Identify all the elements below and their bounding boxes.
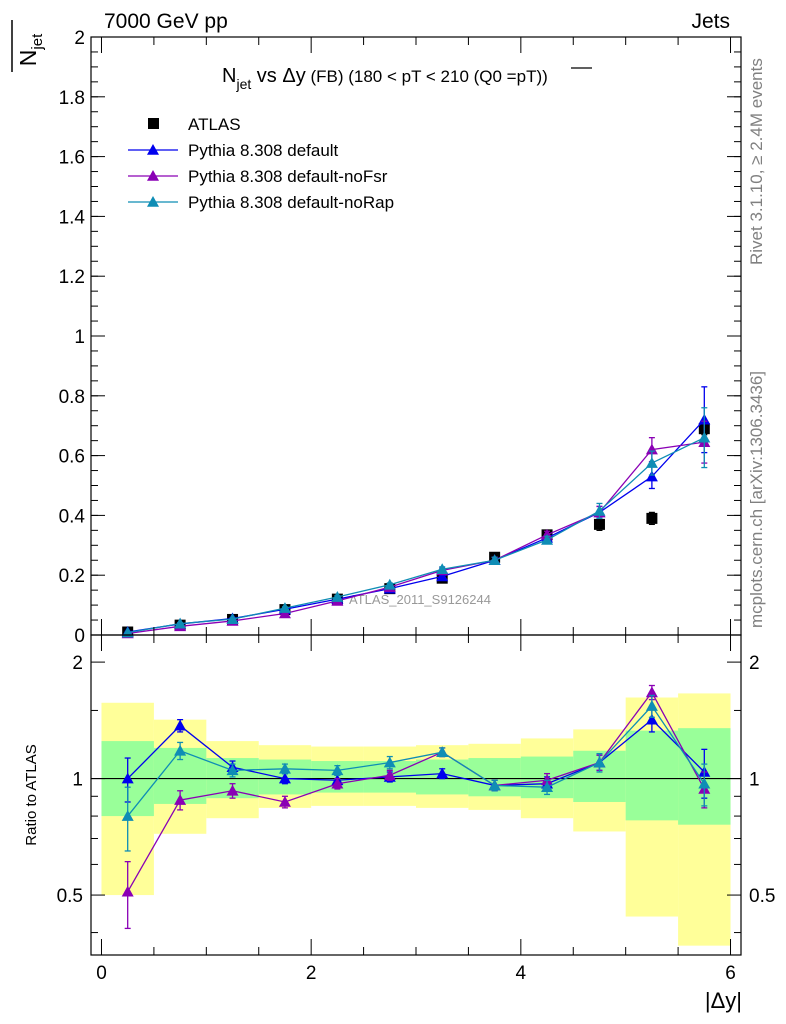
ratio-y-tick-label: 2 (72, 653, 83, 674)
y-tick-label: 1.8 (59, 88, 85, 109)
ratio-data-point (121, 885, 134, 897)
y-tick-label: 1.2 (59, 267, 85, 288)
y-tick-label: 0.4 (59, 506, 86, 527)
ratio-y-tick-label: 0.5 (749, 886, 775, 907)
ratio-data-point (383, 756, 396, 768)
ratio-series-line (127, 718, 705, 787)
ratio-series-line (127, 691, 705, 893)
ratio-data-point (226, 784, 239, 796)
ratio-data-point (121, 810, 134, 821)
svg-text:Njet: Njet (15, 33, 46, 66)
legend-label: Pythia 8.308 default (188, 141, 339, 160)
ratio-data-point (488, 779, 501, 791)
data-point-atlas (646, 512, 658, 524)
ratio-data-point (174, 794, 187, 805)
legend-marker (147, 196, 159, 207)
series-line (127, 437, 705, 634)
x-tick-label: 6 (725, 963, 736, 984)
ratio-data-point (174, 719, 187, 731)
data-point-mc (593, 504, 606, 516)
data-point-mc (541, 533, 554, 545)
ratio-data-point (226, 764, 239, 776)
ratio-y-tick-label: 0.5 (57, 886, 83, 907)
ratio-data-point (436, 746, 449, 757)
ratio-data-point (331, 777, 344, 789)
ratio-band-green (625, 730, 679, 821)
data-point-mc (278, 602, 291, 613)
data-point-mc (436, 570, 449, 582)
ratio-data-point (174, 744, 187, 756)
ratio-data-point (331, 764, 344, 776)
data-point-mc (645, 470, 658, 482)
data-point-mc (331, 591, 344, 602)
ratio-data-point (121, 772, 134, 784)
data-point-mc (698, 431, 711, 443)
ratio-data-point (278, 762, 291, 774)
y-tick-label: 0.2 (59, 566, 85, 587)
ratio-y-tick-label: 2 (749, 653, 760, 674)
y-tick-label: 1.6 (59, 148, 85, 169)
ratio-data-point (278, 795, 291, 807)
ratio-data-point (383, 769, 396, 781)
ratio-series-line (127, 704, 705, 817)
legend-marker (148, 118, 159, 129)
ratio-y-tick-label: 1 (749, 770, 760, 791)
category-label: Jets (691, 10, 730, 33)
data-point-mc (436, 563, 449, 575)
y-axis-label: Njet (15, 33, 46, 66)
y-tick-label: 0 (74, 626, 85, 647)
legend-marker (147, 144, 159, 155)
data-point-atlas (593, 518, 605, 530)
ratio-data-point (645, 686, 658, 698)
ratio-y-label: Ratio to ATLAS (23, 744, 40, 845)
ratio-data-point (645, 713, 658, 725)
rivet-version-label: Rivet 3.1.10, ≥ 2.4M events (747, 58, 766, 265)
chart-title: Njet vs Δy (FB) (180 < pT < 210 (Q0 =pT)… (222, 65, 548, 92)
data-point-mc (383, 578, 396, 590)
legend-label: ATLAS (188, 115, 241, 134)
x-tick-label: 2 (306, 963, 317, 984)
x-tick-label: 0 (96, 963, 107, 984)
mcplots-label: mcplots.cern.ch [arXiv:1306.3436] (747, 371, 766, 628)
legend-marker (147, 170, 159, 181)
data-point-mc (645, 457, 658, 468)
ratio-data-point (645, 700, 658, 711)
x-tick-label: 4 (516, 963, 527, 984)
x-axis-label: |Δy| (705, 988, 742, 1013)
watermark: ATLAS_2011_S9126244 (349, 592, 491, 607)
legend-label: Pythia 8.308 default-noFsr (188, 167, 388, 186)
ratio-data-point (278, 772, 291, 784)
y-tick-label: 2 (74, 28, 85, 49)
ratio-data-point (698, 777, 711, 789)
ratio-data-point (541, 781, 554, 793)
data-point-mc (488, 554, 501, 566)
ratio-data-point (593, 756, 606, 768)
y-tick-label: 1 (74, 327, 85, 348)
energy-label: 7000 GeV pp (104, 10, 228, 33)
series-line (127, 441, 705, 635)
y-tick-label: 0.6 (59, 447, 85, 468)
legend-label: Pythia 8.308 default-noRap (188, 193, 394, 212)
ratio-y-tick-label: 1 (72, 770, 83, 791)
y-tick-label: 0.8 (59, 387, 85, 408)
data-point-mc (226, 613, 239, 624)
ratio-data-point (436, 767, 449, 779)
data-point-mc (174, 617, 187, 629)
y-tick-label: 1.4 (59, 207, 86, 228)
